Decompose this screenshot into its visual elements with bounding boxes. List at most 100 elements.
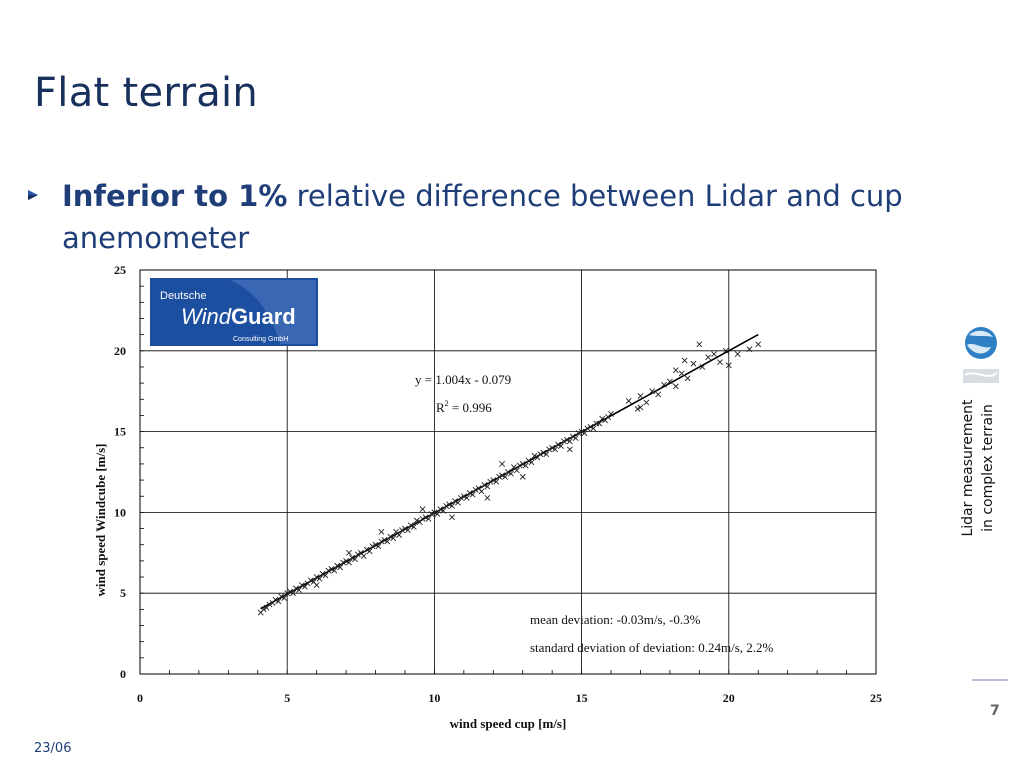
data-point <box>522 462 529 469</box>
data-point <box>313 574 320 580</box>
data-point <box>487 478 494 485</box>
data-point <box>343 557 349 564</box>
logo-line3: Consulting GmbH <box>233 336 288 343</box>
data-point <box>402 525 408 532</box>
data-point <box>331 567 338 574</box>
data-point <box>287 588 294 595</box>
data-point <box>699 364 706 370</box>
data-point <box>481 482 488 488</box>
data-point <box>531 452 538 459</box>
side-caption-line1: Lidar measurement <box>960 399 976 537</box>
y-tick-label: 10 <box>114 505 126 519</box>
data-point <box>543 451 550 458</box>
data-point <box>717 359 723 366</box>
x-tick-label: 0 <box>137 691 143 705</box>
data-point <box>587 423 594 430</box>
data-point <box>581 430 588 437</box>
data-point <box>378 538 385 545</box>
data-point <box>452 498 458 505</box>
data-point <box>690 360 697 367</box>
scatter-chart: 0 5 10 15 20 25 0 5 10 15 20 25 Deutsche WindGuard … <box>93 263 882 731</box>
data-point <box>540 449 547 456</box>
logo-word2: Guard <box>231 304 296 329</box>
data-point <box>457 494 464 501</box>
data-point <box>425 515 432 522</box>
data-point <box>599 415 606 422</box>
slide-title: Flat terrain <box>34 70 259 116</box>
y-tick-label: 0 <box>120 667 126 681</box>
data-point <box>696 341 703 348</box>
data-point <box>399 527 405 534</box>
data-point <box>266 601 273 608</box>
data-point <box>672 367 679 374</box>
data-point <box>381 536 388 543</box>
side-caption-line2: in complex terrain <box>980 404 996 532</box>
data-point <box>351 556 358 563</box>
data-point <box>578 428 585 435</box>
data-point <box>407 522 414 529</box>
x-tick-label: 20 <box>723 691 735 705</box>
y-axis-label: wind speed Windcube [m/s] <box>93 443 108 596</box>
page-separator <box>972 679 1008 681</box>
data-point <box>575 430 582 437</box>
data-point <box>449 503 455 509</box>
data-point <box>502 473 508 480</box>
globe-logo-icon <box>963 327 999 383</box>
data-point <box>322 572 329 579</box>
data-point <box>566 438 573 445</box>
data-point <box>396 532 402 538</box>
logo-line1: Deutsche <box>160 290 206 302</box>
data-point <box>505 469 511 475</box>
data-point <box>519 473 526 480</box>
data-point <box>711 351 717 357</box>
data-point <box>437 506 444 513</box>
data-point <box>363 546 370 553</box>
data-point <box>649 388 656 395</box>
side-caption: Lidar measurement in complex terrain <box>958 368 1008 568</box>
data-point <box>684 375 691 382</box>
data-point <box>566 446 573 453</box>
data-point <box>596 420 603 427</box>
data-point <box>313 582 320 589</box>
r-squared-label: R2 = 0.996 <box>436 399 492 415</box>
data-point <box>443 503 450 509</box>
data-point <box>337 564 344 571</box>
data-point <box>608 410 614 417</box>
data-point <box>499 461 506 467</box>
data-point <box>422 514 429 521</box>
data-point <box>455 499 461 506</box>
data-point <box>484 483 491 490</box>
footer-date: 23/06 <box>34 741 72 756</box>
data-point <box>460 493 467 500</box>
data-point <box>746 346 753 353</box>
bullet-bold-text: Inferior to 1% <box>62 179 288 213</box>
data-point <box>413 517 420 524</box>
logo-word1: Wind <box>181 304 232 329</box>
data-point <box>552 446 559 453</box>
std-deviation-note: standard deviation of deviation: 0.24m/s… <box>530 640 774 655</box>
data-point <box>484 494 491 501</box>
data-point <box>272 596 279 603</box>
data-point <box>440 507 447 514</box>
mean-deviation-note: mean deviation: -0.03m/s, -0.3% <box>530 612 701 627</box>
y-tick-label: 15 <box>114 425 126 439</box>
windguard-logo: Deutsche WindGuard Consulting GmbH <box>150 278 318 346</box>
data-point <box>655 391 662 398</box>
data-point <box>558 443 564 450</box>
data-point <box>284 590 291 597</box>
data-point <box>549 444 556 451</box>
x-axis-label: wind speed cup [m/s] <box>450 716 567 731</box>
y-tick-label: 5 <box>120 586 126 600</box>
data-point <box>755 341 762 348</box>
y-tick-label: 25 <box>114 263 126 277</box>
data-point <box>537 451 544 458</box>
data-point <box>290 590 297 597</box>
svg-text:WindGuard: WindGuard <box>181 304 296 329</box>
bullet-body-text: relative difference between Lidar and cu… <box>62 179 903 255</box>
data-point <box>563 436 570 443</box>
x-tick-label: 25 <box>870 691 882 705</box>
r-squared-value: = 0.996 <box>449 400 493 415</box>
data-point <box>296 587 302 593</box>
data-point <box>625 397 632 404</box>
r-squared-exponent: 2 <box>445 399 449 408</box>
